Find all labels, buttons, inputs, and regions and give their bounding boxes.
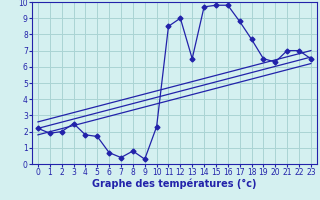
X-axis label: Graphe des températures (°c): Graphe des températures (°c) [92,179,257,189]
